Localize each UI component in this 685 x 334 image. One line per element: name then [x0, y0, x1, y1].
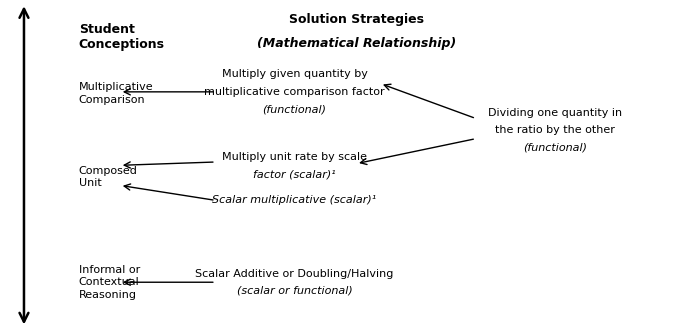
Text: multiplicative comparison factor: multiplicative comparison factor — [204, 87, 385, 97]
Text: the ratio by the other: the ratio by the other — [495, 125, 615, 135]
Text: Dividing one quantity in: Dividing one quantity in — [488, 108, 622, 118]
Text: Scalar multiplicative (scalar)¹: Scalar multiplicative (scalar)¹ — [212, 195, 377, 205]
Text: Scalar Additive or Doubling/Halving: Scalar Additive or Doubling/Halving — [195, 269, 394, 279]
Text: (functional): (functional) — [262, 104, 327, 114]
Text: Solution Strategies: Solution Strategies — [288, 13, 424, 26]
Text: (scalar or functional): (scalar or functional) — [237, 286, 352, 296]
Text: Composed
Unit: Composed Unit — [79, 166, 138, 188]
Text: Student
Conceptions: Student Conceptions — [79, 23, 165, 51]
Text: (functional): (functional) — [523, 143, 587, 153]
Text: Informal or
Contextual
Reasoning: Informal or Contextual Reasoning — [79, 265, 140, 300]
Text: Multiply given quantity by: Multiply given quantity by — [222, 69, 367, 79]
Text: Multiply unit rate by scale: Multiply unit rate by scale — [222, 152, 367, 162]
Text: (Mathematical Relationship): (Mathematical Relationship) — [257, 37, 456, 50]
Text: factor (scalar)¹: factor (scalar)¹ — [253, 169, 336, 179]
Text: Multiplicative
Comparison: Multiplicative Comparison — [79, 82, 153, 105]
